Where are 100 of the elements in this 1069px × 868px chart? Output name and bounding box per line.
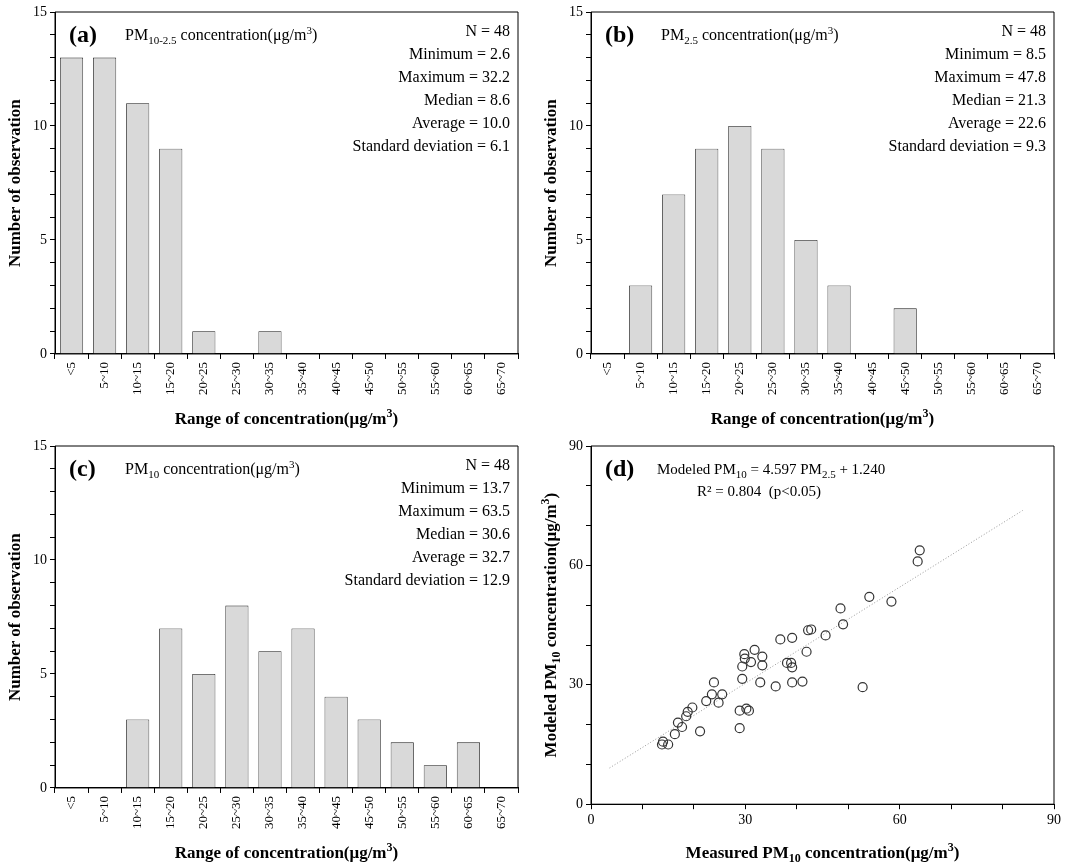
annotation: (d) (605, 455, 635, 481)
x-tick-label: 40~45 (327, 795, 343, 830)
x-tick-label: 65~70 (492, 795, 508, 830)
point (708, 677, 720, 688)
x-tick-label: 10~15 (129, 795, 145, 830)
point (706, 689, 717, 700)
point (739, 653, 750, 664)
x-tick-label: 40~45 (863, 361, 879, 396)
point (739, 649, 750, 660)
point (775, 634, 786, 645)
point (864, 591, 875, 602)
x-tick-label: 55~60 (426, 361, 442, 396)
y-tick-label: 0 (40, 779, 47, 795)
point (757, 651, 768, 662)
x-tick-label: 30~35 (797, 361, 813, 396)
x-tick-label: 10~15 (665, 361, 681, 396)
point (886, 596, 897, 607)
point (737, 673, 748, 684)
point (757, 660, 768, 671)
point (682, 706, 693, 717)
x-tick-label: 50~55 (393, 361, 409, 396)
point (749, 644, 760, 655)
y-tick-label: 5 (40, 665, 47, 681)
x-tick-label: 45~50 (360, 361, 376, 396)
x-tick-label: 20~25 (731, 361, 747, 396)
y-tick-label: 5 (40, 231, 47, 247)
x-tick-label: 5~10 (632, 361, 648, 389)
x-tick-label: 5~10 (96, 361, 112, 389)
x-tick-label: 60 (892, 812, 907, 828)
y-axis-title: Number of observation (541, 98, 560, 268)
x-tick-label: 30 (738, 812, 753, 828)
point (837, 619, 849, 630)
x-tick-label: 45~50 (360, 795, 376, 830)
x-tick-label: 35~40 (830, 361, 846, 396)
annotation: Standard deviation = 12.9 (344, 571, 510, 588)
x-tick-label: 20~25 (195, 361, 211, 396)
point (713, 697, 724, 708)
annotation: N = 48 (465, 22, 510, 39)
annotation: Median = 8.6 (424, 91, 511, 108)
x-tick-label: 50~55 (929, 361, 945, 396)
point (787, 677, 798, 688)
annotation: N = 48 (465, 456, 510, 473)
x-tick-label: 25~30 (228, 361, 244, 396)
point (676, 721, 688, 733)
point (857, 682, 868, 693)
point (734, 705, 745, 716)
point (737, 661, 748, 672)
y-tick-label: 15 (569, 3, 583, 19)
point (820, 630, 831, 641)
annotation: Maximum = 32.2 (398, 68, 510, 85)
point (801, 646, 812, 657)
x-tick-label: 15~20 (162, 361, 178, 396)
x-tick-label: 15~20 (162, 795, 178, 830)
annotation: Average = 10.0 (411, 114, 511, 132)
x-tick-label: 35~40 (294, 795, 310, 830)
y-axis-title: Number of observation (5, 98, 24, 268)
annotation: Maximum = 47.8 (934, 68, 1046, 85)
point (681, 711, 692, 722)
annotation: Average = 22.6 (947, 114, 1047, 132)
x-tick-label: 35~40 (294, 361, 310, 396)
annotation: Minimum = 13.7 (400, 479, 510, 496)
y-tick-label: 90 (569, 437, 583, 453)
x-tick-label: <5 (62, 361, 78, 376)
x-tick-label: 45~50 (896, 361, 912, 396)
point (669, 729, 680, 740)
x-tick-label: 25~30 (228, 795, 244, 830)
y-tick-label: 10 (569, 117, 583, 133)
y-tick-label: 0 (40, 345, 47, 361)
x-tick-label: <5 (598, 361, 614, 376)
x-tick-label: <5 (62, 795, 78, 810)
y-tick-label: 5 (576, 231, 583, 247)
y-axis-title: Number of observation (5, 532, 24, 702)
y-tick-label: 60 (569, 557, 583, 573)
x-tick-label: 0 (587, 812, 595, 828)
x-tick-label: 30~35 (261, 361, 277, 396)
x-tick-label: 60~65 (459, 795, 475, 830)
point (787, 632, 798, 643)
annotation: N = 48 (1001, 22, 1046, 39)
point (912, 556, 923, 567)
x-tick-label: 55~60 (426, 795, 442, 830)
x-tick-label: 65~70 (492, 361, 508, 396)
annotation: Median = 30.6 (416, 525, 511, 542)
annotation: (a) (69, 21, 97, 47)
x-tick-label: 90 (1047, 812, 1061, 828)
x-tick-label: 55~60 (962, 361, 978, 396)
y-axis-title: Modeled PM10 concentration(μg/m3) (538, 492, 564, 758)
point (914, 545, 925, 556)
x-tick-label: 40~45 (327, 361, 343, 396)
point (787, 662, 798, 673)
annotation: Maximum = 63.5 (398, 502, 510, 519)
point (672, 717, 684, 728)
point (745, 657, 757, 668)
annotation: Standard deviation = 6.1 (352, 137, 510, 154)
x-tick-label: 60~65 (459, 361, 475, 396)
x-tick-label: 25~30 (764, 361, 780, 396)
y-tick-label: 10 (33, 117, 47, 133)
annotation: R² = 0.804 (p<0.05) (697, 483, 821, 500)
annotation: Average = 32.7 (411, 548, 511, 566)
point (687, 702, 698, 713)
x-tick-label: 15~20 (698, 361, 714, 396)
